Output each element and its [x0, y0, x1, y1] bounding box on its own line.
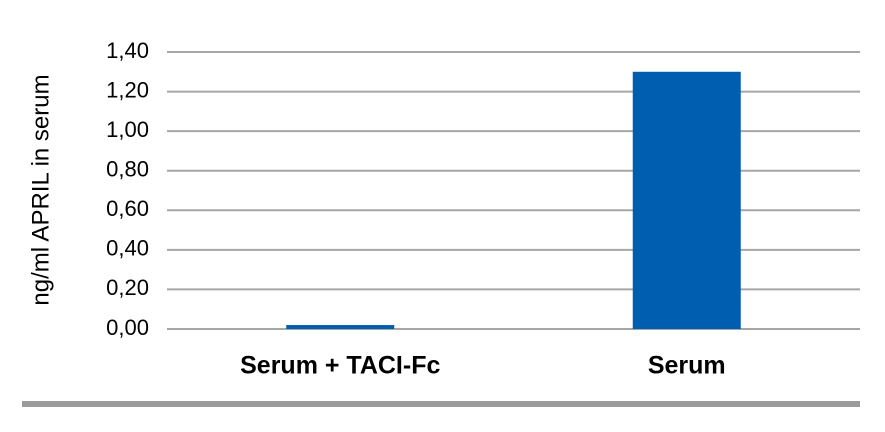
y-tick-label: 0,20 [106, 275, 149, 300]
y-tick-label: 0,40 [106, 236, 149, 261]
y-tick-label: 0,60 [106, 196, 149, 221]
y-tick-label: 0,80 [106, 157, 149, 182]
x-tick-label: Serum + TACI-Fc [240, 352, 440, 380]
y-tick-label: 1,00 [106, 117, 149, 142]
y-tick-label: 1,20 [106, 77, 149, 102]
y-tick-label: 0,00 [106, 315, 149, 340]
y-axis-label: ng/ml APRIL in serum [27, 74, 54, 305]
bar [286, 325, 395, 329]
x-tick-label: Serum [648, 352, 726, 380]
y-tick-label: 1,40 [106, 38, 149, 63]
bar [632, 71, 741, 330]
